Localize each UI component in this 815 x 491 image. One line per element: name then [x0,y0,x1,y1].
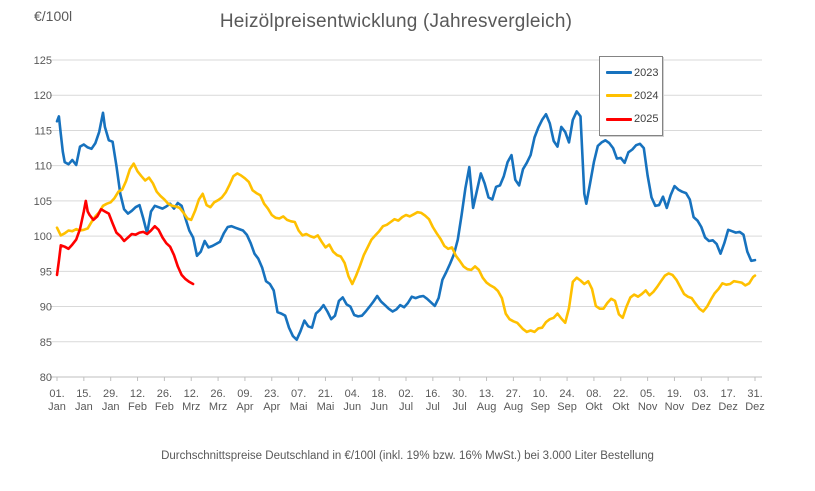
x-tick-label-2: 29. Jan [102,388,120,413]
x-tick-label-5: 12. Mrz [182,388,200,413]
legend-swatch-2023 [606,71,632,75]
x-tick-label-6: 26. Mrz [209,388,227,413]
x-tick-label-22: 05. Nov [638,388,658,413]
x-tick-label-10: 21. Mai [317,388,335,413]
chart-title: Heizölpreisentwicklung (Jahresvergleich) [219,11,573,32]
x-tick-label-18: 10. Sep [530,388,550,413]
series-line-2025 [55,199,195,286]
legend-swatch-2024 [606,94,632,98]
series-line-2024 [55,162,757,334]
x-tick-label-1: 15. Jan [75,388,93,413]
x-tick-label-16: 13. Aug [477,388,497,413]
y-tick-label-85: 85 [40,337,52,349]
chart-caption: Durchschnittspreise Deutschland in €/100… [161,450,654,462]
x-tick-label-20: 08. Okt [585,388,602,413]
y-tick-label-115: 115 [34,125,52,137]
x-tick-label-19: 24. Sep [557,388,577,413]
x-tick-label-11: 04. Jun [343,388,361,413]
x-tick-label-7: 09. Apr [236,388,253,413]
x-tick-label-23: 19. Nov [665,388,685,413]
x-tick-label-8: 23. Apr [263,388,280,413]
x-tick-label-26: 31. Dez [745,388,765,413]
legend-label-2023: 2023 [634,66,659,79]
x-tick-label-9: 07. Mai [290,388,308,413]
y-tick-label-110: 110 [34,161,52,173]
legend-item-2025: 2025 [606,112,662,126]
legend-label-2025: 2025 [634,113,659,126]
x-tick-label-15: 30. Jul [452,388,467,413]
y-tick-label-95: 95 [40,266,52,278]
x-tick-label-13: 02. Jul [398,388,413,413]
y-axis-unit-label: €/100l [34,8,73,24]
y-tick-label-80: 80 [40,372,52,384]
legend-item-2024: 2024 [606,89,662,103]
legend-item-2023: 2023 [606,66,662,80]
y-tick-label-120: 120 [34,90,52,102]
y-tick-label-90: 90 [40,302,52,314]
series-line-2023 [55,110,757,342]
x-tick-label-21: 22. Okt [612,388,629,413]
x-tick-label-12: 18. Jun [370,388,388,413]
y-tick-label-105: 105 [34,196,52,208]
x-tick-label-3: 12. Feb [128,388,147,413]
y-tick-label-125: 125 [34,55,52,67]
x-tick-label-4: 26. Feb [155,388,174,413]
y-tick-label-100: 100 [34,231,52,243]
x-tick-label-14: 16. Jul [425,388,440,413]
x-tick-label-25: 17. Dez [718,388,738,413]
x-tick-label-17: 27. Aug [504,388,524,413]
chart-legend: 2023 2024 2025 [599,56,663,136]
legend-swatch-2025 [606,117,632,121]
x-tick-label-24: 03. Dez [692,388,712,413]
legend-label-2024: 2024 [634,89,659,102]
x-tick-label-0: 01. Jan [48,388,66,413]
